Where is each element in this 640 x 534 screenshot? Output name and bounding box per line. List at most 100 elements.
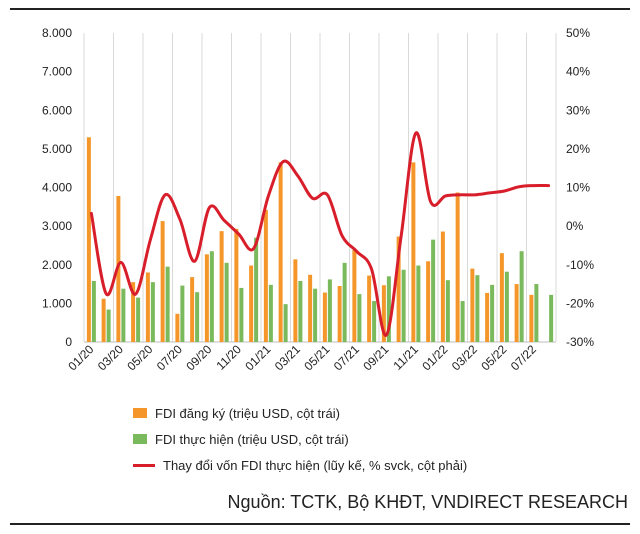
bar-registered <box>101 298 106 342</box>
x-tick-label: 11/21 <box>390 342 421 373</box>
top-border <box>10 8 630 10</box>
y-right-tick-label: -10% <box>566 258 594 272</box>
legend-swatch-implemented <box>133 434 147 444</box>
bar-implemented <box>357 294 362 342</box>
y-left-tick-label: 4.000 <box>42 181 72 195</box>
bar-implemented <box>136 297 141 342</box>
bar-implemented <box>372 301 377 342</box>
bar-registered <box>470 268 475 342</box>
legend-label-implemented: FDI thực hiện (triệu USD, cột trái) <box>155 431 349 447</box>
bar-implemented <box>460 301 465 342</box>
bar-registered <box>485 292 490 342</box>
bar-implemented <box>195 292 200 342</box>
line-change <box>89 131 551 337</box>
y-left-tick-label: 0 <box>65 335 72 349</box>
bar-implemented <box>224 262 229 342</box>
bar-implemented <box>401 269 406 342</box>
bar-registered <box>308 274 313 342</box>
bar-registered <box>426 261 431 342</box>
legend-swatch-change <box>133 463 155 467</box>
bar-registered <box>263 209 268 342</box>
bar-registered <box>322 292 327 342</box>
bar-implemented <box>475 275 480 342</box>
x-tick-label: 07/20 <box>154 342 185 373</box>
legend-item-registered: FDI đăng ký (triệu USD, cột trái) <box>133 400 467 426</box>
bottom-border <box>10 523 630 525</box>
legend-label-change: Thay đổi vốn FDI thực hiện (lũy kế, % sv… <box>163 457 468 473</box>
bar-registered <box>337 285 342 342</box>
y-left-tick-label: 3.000 <box>42 219 72 233</box>
bar-registered <box>455 192 460 342</box>
y-left-tick-label: 5.000 <box>42 142 72 156</box>
bar-implemented <box>150 282 155 342</box>
bar-implemented <box>283 304 288 342</box>
x-tick-label: 03/20 <box>95 342 126 373</box>
legend-item-change: Thay đổi vốn FDI thực hiện (lũy kế, % sv… <box>133 452 467 478</box>
bar-implemented <box>313 288 318 342</box>
x-tick-label: 03/21 <box>272 342 303 373</box>
y-right-tick-label: -20% <box>566 296 594 310</box>
bar-registered <box>529 294 534 342</box>
bar-implemented <box>445 280 450 342</box>
bar-implemented <box>534 284 539 342</box>
y-right-tick-label: 0% <box>566 219 584 233</box>
x-tick-label: 09/20 <box>183 342 214 373</box>
legend-item-implemented: FDI thực hiện (triệu USD, cột trái) <box>133 426 467 452</box>
bar-implemented <box>106 309 111 342</box>
bar-implemented <box>549 294 554 342</box>
x-tick-label: 05/20 <box>124 342 155 373</box>
bar-implemented <box>298 280 303 342</box>
source-note: Nguồn: TCTK, Bộ KHĐT, VNDIRECT RESEARCH <box>227 492 628 512</box>
x-tick-label: 01/22 <box>419 342 450 373</box>
bar-implemented <box>386 276 391 342</box>
bar-implemented <box>209 251 214 342</box>
bar-registered <box>204 254 209 342</box>
y-right-tick-label: 20% <box>566 142 590 156</box>
bar-registered <box>440 231 445 342</box>
bar-registered <box>293 259 298 342</box>
bar-registered <box>499 253 504 342</box>
bar-implemented <box>121 288 126 342</box>
bar-implemented <box>431 239 436 342</box>
y-left-tick-label: 6.000 <box>42 103 72 117</box>
y-right-tick-label: 10% <box>566 181 590 195</box>
bar-implemented <box>91 280 96 342</box>
bar-registered <box>190 277 195 342</box>
bar-implemented <box>254 237 259 342</box>
bar-implemented <box>268 284 273 342</box>
bar-registered <box>219 231 224 342</box>
bar-registered <box>86 137 91 342</box>
bar-implemented <box>416 265 421 342</box>
y-right-tick-label: 50% <box>566 26 590 40</box>
bar-implemented <box>327 279 332 342</box>
x-tick-label: 07/21 <box>331 342 362 373</box>
bar-registered <box>131 282 136 342</box>
bar-implemented <box>519 251 524 342</box>
x-tick-label: 05/22 <box>478 342 509 373</box>
fdi-chart: 0 1.000 2.000 3.000 4.000 5.000 6.000 7.000 8.00… <box>42 26 594 373</box>
bar-registered <box>381 285 386 342</box>
y-left-tick-label: 8.000 <box>42 26 72 40</box>
x-tick-label: 07/22 <box>508 342 539 373</box>
x-tick-label: 11/20 <box>213 342 244 373</box>
y-left-tick-label: 2.000 <box>42 258 72 272</box>
x-tick-label: 09/21 <box>360 342 391 373</box>
bar-implemented <box>165 266 170 342</box>
bar-registered <box>411 162 416 342</box>
y-left-tick-label: 7.000 <box>42 65 72 79</box>
y-right-tick-label: -30% <box>566 335 594 349</box>
bar-registered <box>234 228 239 342</box>
bar-registered <box>160 221 165 342</box>
bar-implemented <box>504 271 509 342</box>
bar-implemented <box>490 284 495 342</box>
bar-registered <box>367 275 372 342</box>
bar-registered <box>278 162 283 342</box>
x-tick-label: 05/21 <box>301 342 332 373</box>
bar-implemented <box>239 287 244 342</box>
bar-implemented <box>342 262 347 342</box>
bar-registered <box>249 265 254 342</box>
bar-registered <box>352 250 357 342</box>
y-left-tick-label: 1.000 <box>42 296 72 310</box>
bar-registered <box>175 313 180 342</box>
legend-label-registered: FDI đăng ký (triệu USD, cột trái) <box>155 405 340 421</box>
